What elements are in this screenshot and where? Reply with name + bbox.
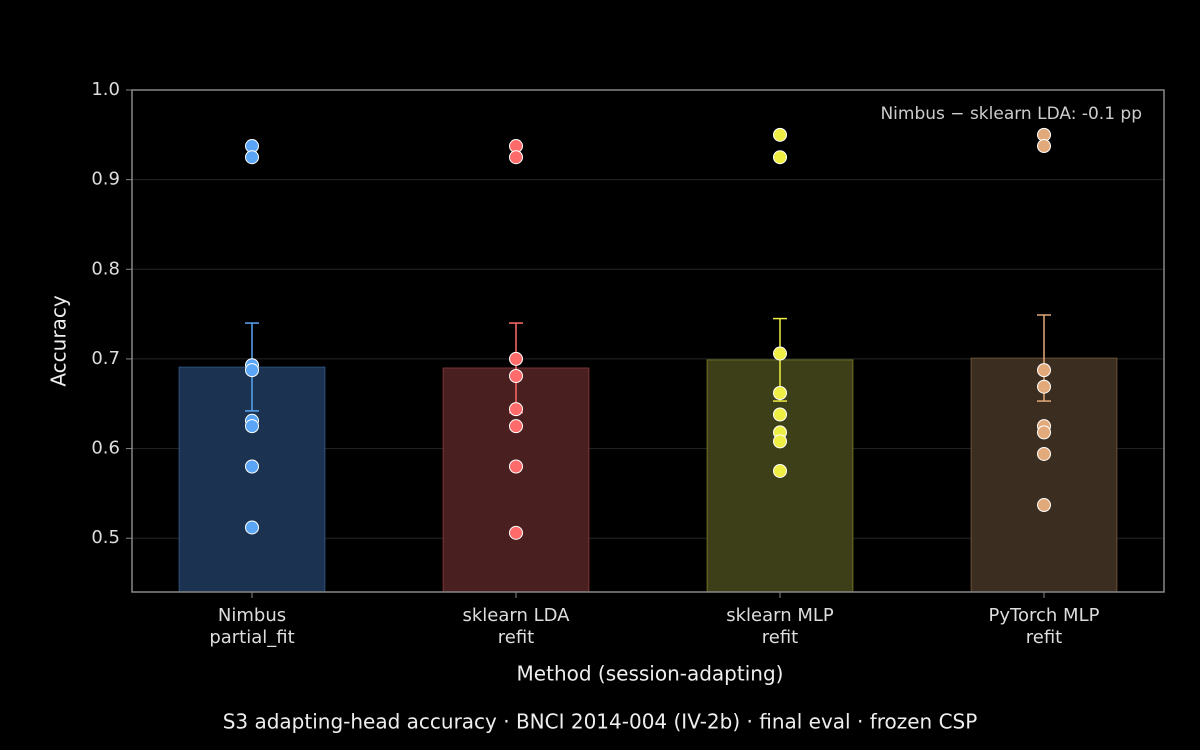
data-point <box>1037 139 1051 154</box>
data-point <box>245 419 259 434</box>
data-point <box>509 402 523 417</box>
y-tick-label: 0.8 <box>91 258 120 279</box>
data-point <box>773 127 787 142</box>
data-point <box>509 351 523 366</box>
data-point <box>509 368 523 383</box>
data-point <box>773 434 787 449</box>
data-point <box>245 150 259 165</box>
data-point <box>773 346 787 361</box>
data-point <box>245 520 259 535</box>
x-tick-label: Nimbus <box>218 605 286 626</box>
plot-frame <box>131 89 1165 593</box>
data-point <box>773 150 787 165</box>
data-point <box>509 419 523 434</box>
y-tick-label: 0.9 <box>91 169 120 190</box>
data-point <box>509 459 523 474</box>
x-tick-label: sklearn LDA <box>462 605 570 626</box>
x-tick-label: PyTorch MLP <box>989 605 1100 626</box>
data-point <box>1037 363 1051 378</box>
x-tick-label: refit <box>498 627 534 648</box>
data-point <box>1037 446 1051 461</box>
data-point <box>245 363 259 378</box>
x-tick-label: sklearn MLP <box>726 605 834 626</box>
x-tick-label: refit <box>762 627 798 648</box>
data-point <box>245 459 259 474</box>
data-point <box>1037 425 1051 440</box>
chart-title: S3 adapting-head accuracy · BNCI 2014-00… <box>223 710 978 734</box>
x-tick-label: partial_fit <box>209 627 294 648</box>
y-axis-label: Accuracy <box>47 295 71 386</box>
y-tick-label: 1.0 <box>91 79 120 100</box>
data-point <box>773 385 787 400</box>
data-point <box>1037 498 1051 513</box>
x-tick-label: refit <box>1026 627 1062 648</box>
y-tick-label: 0.6 <box>91 438 120 459</box>
data-point <box>773 463 787 478</box>
annotation: Nimbus − sklearn LDA: -0.1 pp <box>880 104 1142 124</box>
data-point <box>1037 379 1051 394</box>
y-tick-label: 0.7 <box>91 348 120 369</box>
y-tick-label: 0.5 <box>91 527 120 548</box>
data-point <box>509 150 523 165</box>
data-point <box>509 525 523 540</box>
data-point <box>773 407 787 422</box>
x-axis-label: Method (session-adapting) <box>517 662 784 686</box>
